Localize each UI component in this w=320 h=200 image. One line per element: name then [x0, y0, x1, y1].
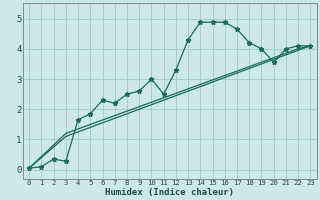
- X-axis label: Humidex (Indice chaleur): Humidex (Indice chaleur): [105, 188, 234, 197]
